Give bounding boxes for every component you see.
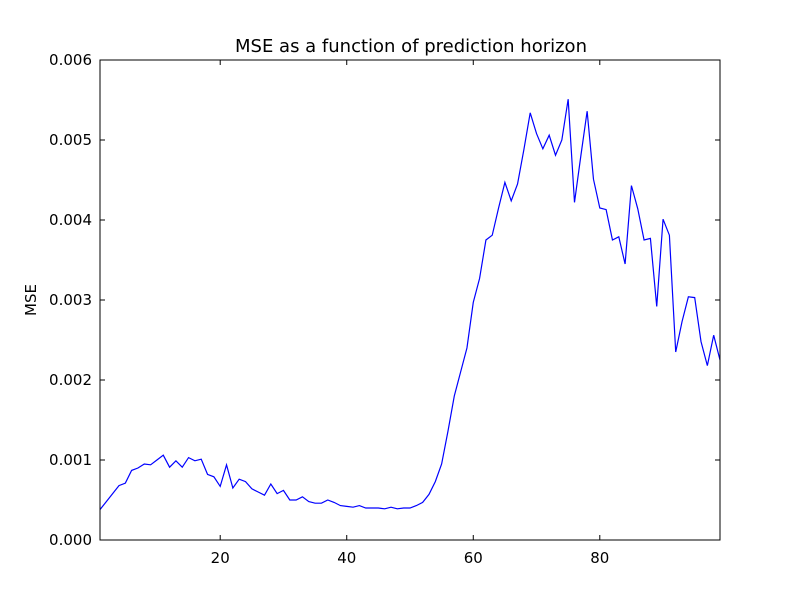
mse-series-line	[99, 99, 721, 510]
y-tick-label: 0.000	[49, 531, 92, 549]
y-tick-label: 0.001	[49, 451, 92, 469]
plot-frame	[99, 59, 721, 541]
x-tick-label: 40	[337, 549, 356, 567]
x-tick-label: 80	[590, 549, 609, 567]
y-tick-label: 0.006	[49, 51, 92, 69]
y-tick-label: 0.003	[49, 291, 92, 309]
y-tick-label: 0.004	[49, 211, 92, 229]
y-axis-label: MSE	[22, 284, 40, 316]
y-tick-label: 0.002	[49, 371, 92, 389]
ticks: 20 40 60 80 0.000 0.001 0.002 0.003 0.004 0.005 0.…	[49, 51, 720, 567]
chart-title: MSE as a function of prediction horizon	[235, 36, 587, 57]
x-tick-label: 20	[211, 549, 230, 567]
y-tick-label: 0.005	[49, 131, 92, 149]
x-tick-label: 60	[464, 549, 483, 567]
